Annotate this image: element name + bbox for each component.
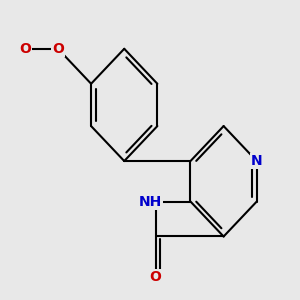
Text: N: N (251, 154, 262, 168)
Text: O: O (52, 42, 64, 56)
Text: O: O (19, 42, 31, 56)
Text: NH: NH (138, 194, 162, 208)
Text: O: O (150, 270, 161, 284)
